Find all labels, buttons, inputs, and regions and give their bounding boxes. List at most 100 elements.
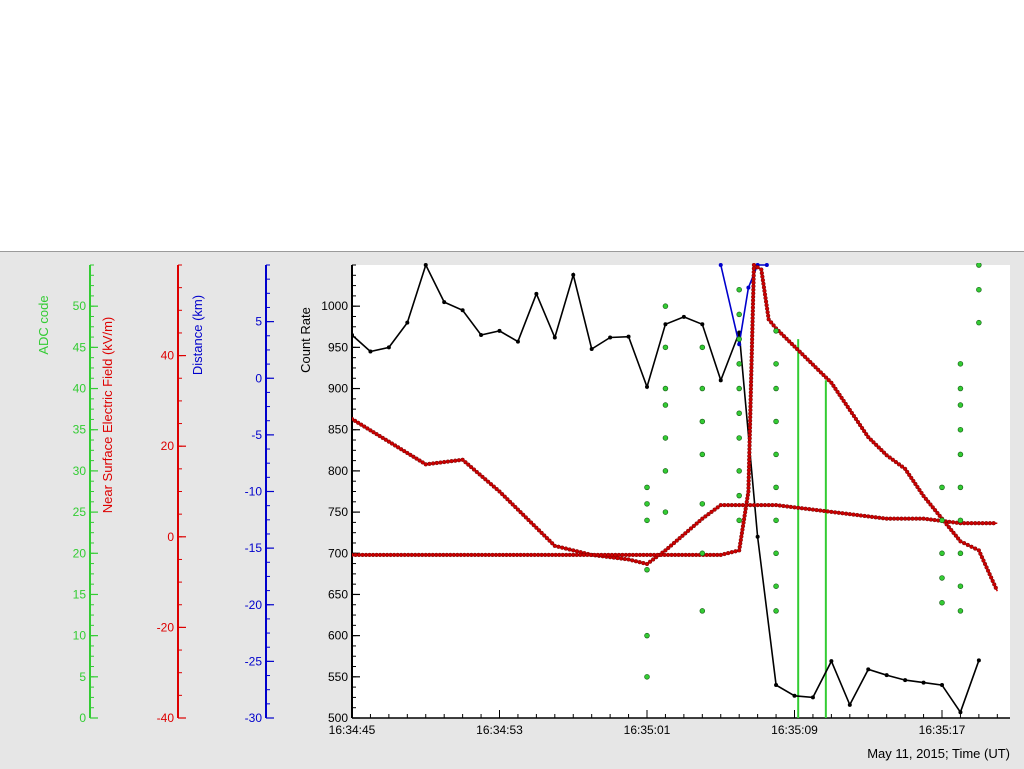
efield-point (504, 552, 509, 558)
efield-point (766, 317, 771, 322)
efield-tick-label: 0 (167, 530, 174, 544)
efield-point (532, 552, 537, 558)
efield-point (408, 452, 413, 457)
adc-point (957, 451, 964, 458)
efield-point (751, 263, 757, 268)
efield-point (789, 341, 794, 347)
efield-point (377, 552, 383, 558)
efield-point (888, 516, 893, 521)
adc-point (736, 336, 742, 342)
efield-point (991, 521, 996, 526)
efield-point (818, 508, 823, 513)
efield-point (980, 521, 985, 526)
adc-point (976, 286, 982, 293)
efield-point (453, 458, 458, 463)
count-point (571, 272, 576, 277)
efield-point (844, 511, 849, 516)
efield-point (651, 557, 656, 562)
efield-point (420, 552, 425, 558)
efield-point (765, 306, 770, 311)
efield-point (694, 552, 699, 558)
efield-point (839, 395, 844, 400)
efield-point (932, 517, 937, 523)
efield-point (507, 552, 513, 558)
efield-point (795, 347, 800, 352)
efield-point (733, 502, 738, 508)
x-axis-title: May 11, 2015; Time (UT) (867, 746, 1010, 761)
efield-point (677, 536, 682, 541)
efield-point (460, 457, 465, 462)
efield-point (857, 422, 863, 428)
efield-point (835, 389, 840, 394)
efield-point (486, 552, 492, 558)
efield-point (486, 479, 491, 484)
adc-point (644, 501, 650, 507)
adc-point (773, 608, 779, 614)
efield-point (853, 416, 859, 422)
efield-point (737, 548, 742, 553)
adc-point (1013, 419, 1018, 424)
efield-point (909, 475, 914, 481)
count-tick-label: 600 (328, 629, 348, 643)
efield-point (525, 552, 530, 558)
efield-point (488, 482, 494, 487)
efield-point (740, 524, 746, 529)
efield-point (903, 516, 908, 521)
efield-point (371, 430, 376, 435)
efield-point (984, 521, 989, 526)
efield-point (402, 552, 407, 558)
count-tick-label: 1000 (321, 299, 348, 313)
efield-point (706, 512, 711, 517)
adc-point (1013, 361, 1018, 366)
efield-point (755, 265, 760, 270)
efield-point (785, 504, 790, 509)
efield-point (662, 552, 667, 558)
adc-point (957, 583, 964, 589)
efield-point (474, 469, 479, 475)
efield-point (950, 520, 956, 525)
efield-point (556, 544, 561, 549)
efield-point (483, 552, 488, 558)
efield-point (833, 386, 838, 391)
count-tick-label: 950 (328, 340, 348, 354)
efield-point (395, 552, 400, 558)
efield-point (352, 552, 355, 558)
efield-point (750, 308, 755, 314)
efield-point (385, 552, 390, 558)
efield-point (759, 267, 764, 272)
efield-point (750, 315, 755, 321)
efield-point (749, 358, 754, 363)
efield-point (672, 552, 678, 558)
efield-point (762, 292, 768, 297)
adc-point (662, 344, 669, 351)
count-point (940, 683, 944, 688)
efield-point (748, 415, 753, 420)
efield-point (620, 552, 625, 558)
efield-point (362, 424, 367, 429)
efield-point (919, 490, 924, 496)
efield-point (781, 334, 787, 339)
count-point (497, 328, 502, 333)
efield-point (829, 380, 834, 385)
efield-point (840, 511, 845, 516)
efield-point (726, 502, 731, 508)
efield-point (497, 489, 502, 494)
efield-point (978, 551, 983, 556)
efield-point (749, 369, 754, 374)
efield-point (483, 477, 488, 482)
efield-point (634, 552, 639, 558)
efield-point (761, 281, 766, 286)
efield-point (935, 510, 940, 516)
efield-point (748, 383, 754, 388)
efield-point (969, 544, 974, 549)
efield-point (479, 552, 485, 558)
efield-point (824, 375, 829, 380)
efield-point (747, 450, 752, 455)
efield-point (821, 508, 827, 514)
efield-point (423, 552, 428, 558)
efield-point (777, 503, 782, 508)
efield-point (763, 295, 768, 301)
adc-point (736, 517, 742, 524)
efield-point (746, 478, 751, 483)
efield-point (749, 361, 754, 367)
